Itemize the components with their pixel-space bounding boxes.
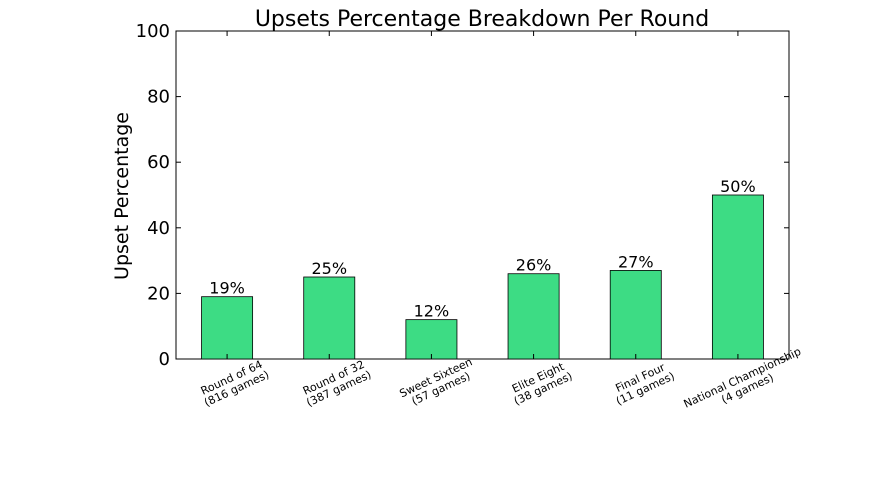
data-label: 50%	[720, 177, 756, 196]
data-label: 12%	[414, 302, 450, 321]
x-tick-label: Round of 64(816 games)	[197, 357, 271, 409]
y-tick-label: 100	[136, 21, 170, 42]
y-tick-label: 40	[147, 218, 170, 239]
x-tick-label: Final Four(11 games)	[609, 359, 677, 408]
bar	[711, 194, 764, 360]
chart-title: Upsets Percentage Breakdown Per Round	[255, 7, 709, 32]
bar	[201, 296, 254, 360]
data-label: 25%	[311, 259, 347, 278]
bar	[507, 273, 560, 360]
y-tick-label: 0	[159, 349, 170, 370]
y-tick-label: 80	[147, 87, 170, 108]
plot-frame	[175, 30, 790, 360]
plot-area: 0 20 40 60 80 100 19% Round of 64(816 games) 25%…	[136, 21, 804, 411]
bar	[303, 276, 356, 360]
bar	[609, 270, 662, 360]
data-label: 19%	[209, 279, 245, 298]
x-tick-label: Sweet Sixteen(57 games)	[398, 355, 480, 411]
data-label: 26%	[516, 256, 552, 275]
bar	[405, 319, 458, 360]
y-tick-label: 20	[147, 283, 170, 304]
x-tick-label: Round of 32(387 games)	[299, 357, 373, 409]
y-axis-label: Upset Percentage	[111, 112, 133, 280]
x-tick-label: Elite Eight(38 games)	[507, 359, 575, 408]
y-tick-label: 60	[147, 152, 170, 173]
data-label: 27%	[618, 252, 654, 271]
